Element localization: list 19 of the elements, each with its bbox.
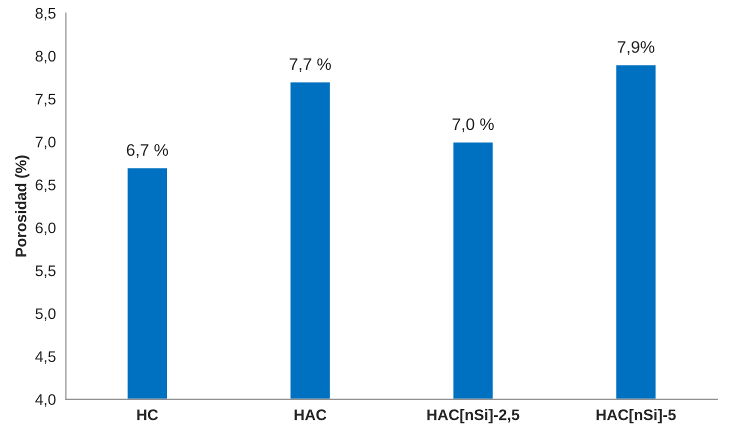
data-label: 7,7 %: [290, 58, 331, 72]
x-tick-label: HC: [137, 409, 158, 420]
y-tick-label: 4,0: [35, 394, 56, 407]
y-tick-label: 8,5: [36, 8, 56, 21]
y-tick-label: 5,0: [36, 308, 56, 321]
y-tick-label: 6,5: [36, 180, 56, 192]
data-label: 7,9%: [618, 41, 654, 55]
y-axis-title: Porosidad (%): [15, 156, 30, 256]
x-tick-label: HAC: [294, 409, 326, 420]
data-label: 7,0 %: [452, 118, 494, 132]
x-tick-label: HAC[nSi]-5: [596, 409, 676, 424]
y-tick-label: 5,5: [36, 266, 56, 278]
y-tick-label: 8,0: [36, 50, 56, 64]
y-tick-label: 7,5: [36, 94, 56, 106]
y-tick-label: 6,0: [36, 222, 56, 236]
y-tick-label: 4,5: [35, 351, 56, 364]
data-label: 6,7 %: [126, 144, 168, 158]
y-tick-label: 7,0: [36, 136, 56, 150]
x-tick-label: HAC[nSi]-2,5: [427, 409, 520, 424]
